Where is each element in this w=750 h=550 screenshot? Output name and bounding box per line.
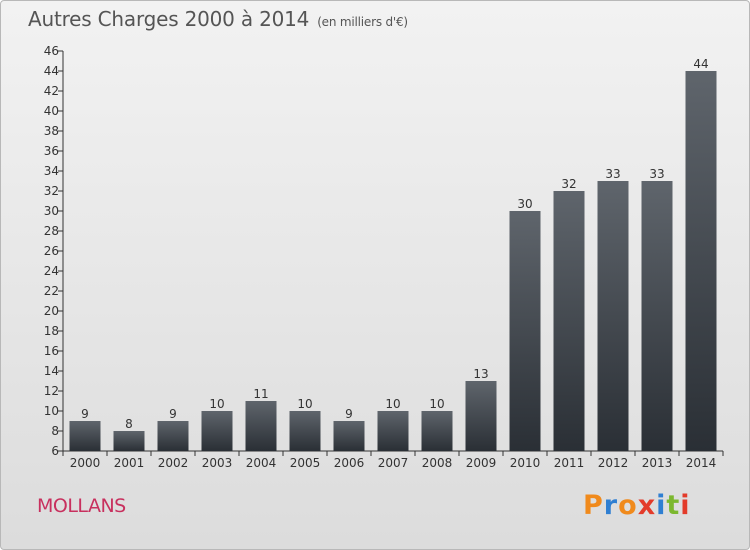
y-tick-label: 26 xyxy=(44,244,59,258)
chart-bars xyxy=(69,71,717,451)
value-label-2011: 32 xyxy=(561,177,576,191)
y-tick-label: 42 xyxy=(44,84,59,98)
x-tick-label: 2014 xyxy=(686,456,717,470)
bar-2004 xyxy=(245,401,277,451)
x-tick-label: 2011 xyxy=(554,456,585,470)
logo-letter: o xyxy=(618,490,638,521)
x-tick-label: 2002 xyxy=(158,456,189,470)
x-tick-label: 2010 xyxy=(510,456,541,470)
bar-2006 xyxy=(333,421,365,451)
value-label-2010: 30 xyxy=(517,197,532,211)
value-label-2004: 11 xyxy=(253,387,268,401)
x-tick-label: 2004 xyxy=(246,456,277,470)
chart-axes: 6 8 10 12 14 16 18 20 22 24 26 28 30 32 34 36 38 40 42 44 46… xyxy=(44,44,724,470)
bar-2001 xyxy=(113,431,145,451)
chart-title-text: Autres Charges 2000 à 2014 xyxy=(28,7,310,31)
y-tick-label: 14 xyxy=(44,364,59,378)
y-tick-label: 28 xyxy=(44,224,59,238)
y-tick-label: 36 xyxy=(44,144,59,158)
y-tick-label: 8 xyxy=(51,424,59,438)
value-label-2013: 33 xyxy=(649,167,664,181)
proxiti-logo: Proxiti xyxy=(583,490,691,521)
bar-2008 xyxy=(421,411,453,451)
logo-letter: t xyxy=(666,490,681,521)
y-tick-label: 34 xyxy=(44,164,59,178)
y-tick-label: 22 xyxy=(44,284,59,298)
value-label-2012: 33 xyxy=(605,167,620,181)
y-tick-label: 10 xyxy=(44,404,59,418)
x-tick-label: 2007 xyxy=(378,456,409,470)
x-tick-label: 2003 xyxy=(202,456,233,470)
x-tick-label: 2009 xyxy=(466,456,497,470)
logo-letter: x xyxy=(637,490,657,521)
logo-letter: r xyxy=(603,490,619,521)
y-tick-label: 20 xyxy=(44,304,59,318)
x-tick-label: 2013 xyxy=(642,456,673,470)
x-tick-label: 2008 xyxy=(422,456,453,470)
chart-value-labels: 9 8 9 10 11 10 9 10 10 13 30 32 33 33 44 xyxy=(81,57,708,431)
y-tick-label: 30 xyxy=(44,204,59,218)
value-label-2014: 44 xyxy=(693,57,708,71)
logo-letter: i xyxy=(656,490,667,521)
bar-2002 xyxy=(157,421,189,451)
bar-2009 xyxy=(465,381,497,451)
bar-2000 xyxy=(69,421,101,451)
bar-2011 xyxy=(553,191,585,451)
bar-2014 xyxy=(685,71,717,451)
x-tick-label: 2005 xyxy=(290,456,321,470)
chart-title: Autres Charges 2000 à 2014 (en milliers d… xyxy=(28,7,408,31)
y-tick-label: 16 xyxy=(44,344,59,358)
value-label-2009: 13 xyxy=(473,367,488,381)
y-tick-label: 38 xyxy=(44,124,59,138)
y-tick-label: 40 xyxy=(44,104,59,118)
value-label-2006: 9 xyxy=(345,407,353,421)
value-label-2000: 9 xyxy=(81,407,89,421)
value-label-2003: 10 xyxy=(209,397,224,411)
value-label-2001: 8 xyxy=(125,417,133,431)
y-tick-label: 46 xyxy=(44,44,59,58)
y-tick-label: 24 xyxy=(44,264,59,278)
x-tick-label: 2012 xyxy=(598,456,629,470)
y-tick-label: 6 xyxy=(51,444,59,458)
bar-2013 xyxy=(641,181,673,451)
logo-letter: i xyxy=(680,490,691,521)
bar-2007 xyxy=(377,411,409,451)
value-label-2002: 9 xyxy=(169,407,177,421)
value-label-2005: 10 xyxy=(297,397,312,411)
bar-2012 xyxy=(597,181,629,451)
y-tick-label: 12 xyxy=(44,384,59,398)
place-name: MOLLANS xyxy=(37,495,126,517)
value-label-2007: 10 xyxy=(385,397,400,411)
y-tick-label: 18 xyxy=(44,324,59,338)
value-label-2008: 10 xyxy=(429,397,444,411)
chart-unit-label: (en milliers d'€) xyxy=(317,15,408,29)
y-tick-label: 32 xyxy=(44,184,59,198)
bar-2010 xyxy=(509,211,541,451)
logo-letter: P xyxy=(583,490,604,521)
bar-2005 xyxy=(289,411,321,451)
x-tick-label: 2006 xyxy=(334,456,365,470)
x-tick-label: 2000 xyxy=(70,456,101,470)
x-tick-label: 2001 xyxy=(114,456,145,470)
bar-2003 xyxy=(201,411,233,451)
y-tick-label: 44 xyxy=(44,64,59,78)
